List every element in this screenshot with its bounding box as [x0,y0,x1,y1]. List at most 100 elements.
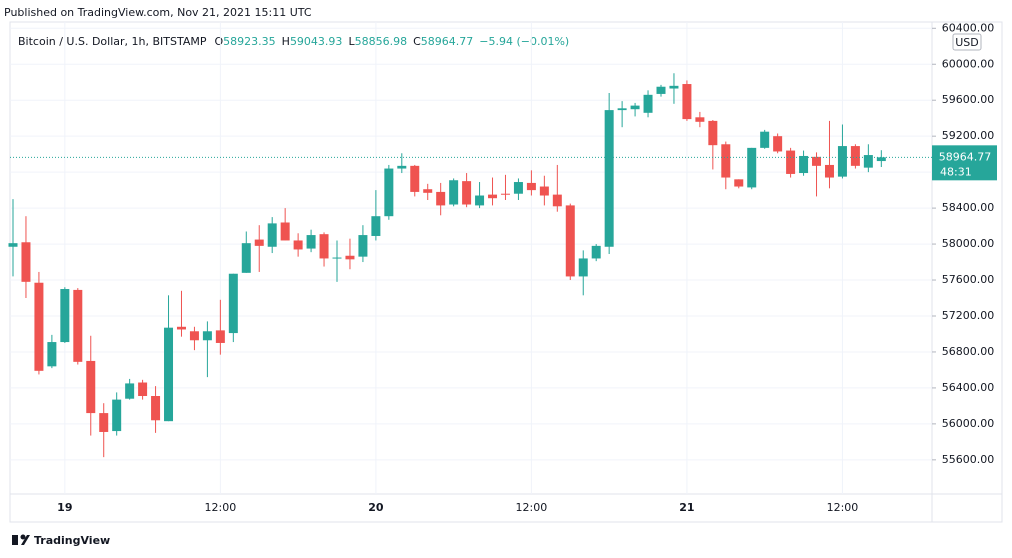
candle-body [228,273,238,334]
candle-body [760,131,770,148]
candle-body [176,326,186,330]
price-label: 58964.77 [939,150,992,163]
y-tick-label: 58400.00 [942,201,995,214]
candle-body [824,164,834,178]
chart-frame [9,21,1003,523]
candle-body [138,382,148,397]
candle-body [837,146,847,177]
candle-body [358,235,368,257]
candle-body [371,216,381,236]
chart-title: Bitcoin / U.S. Dollar, 1h, BITSTAMP O5892… [18,35,569,48]
candle-body [280,222,290,241]
candle-body [254,239,264,246]
candle-body [747,147,757,188]
candle-body [73,289,83,362]
candle-body [306,235,316,249]
candle-body [617,108,627,111]
candle-body [345,255,355,260]
countdown: 48:31 [940,165,972,178]
y-tick-label: 57600.00 [942,273,995,286]
x-tick-label: 20 [368,501,384,514]
candle-body [164,327,174,422]
ohlc-value: 59043.93 [290,35,343,48]
candle-body [384,168,394,217]
ohlc-letter: H [282,35,290,48]
x-tick-label: 21 [679,501,694,514]
y-tick-label: 56800.00 [942,345,995,358]
candle-body [215,330,225,343]
candle-body [189,331,199,341]
candle-body [8,243,18,247]
candle-body [86,360,96,414]
symbol: Bitcoin / U.S. Dollar, 1h, BITSTAMP [18,35,207,48]
candle-body [151,396,161,421]
candle-body [552,194,562,207]
candle-body [643,94,653,113]
y-tick-label: 56000.00 [942,417,995,430]
ohlc-letter: C [413,35,421,48]
y-tick-label: 56400.00 [942,381,995,394]
candle-body [526,182,536,191]
candle-body [462,181,472,205]
candle-body [241,243,251,273]
candle-body [863,155,873,168]
candle-body [293,240,303,250]
brand-icon [12,535,18,545]
x-tick-label: 12:00 [516,501,548,514]
candle-body [34,282,44,371]
ohlc-letter: O [214,35,223,48]
candle-body [565,205,575,277]
candle-body [812,156,822,166]
x-tick-label: 19 [57,501,72,514]
y-tick-label: 60400.00 [942,21,995,34]
candle-body [500,193,510,195]
candle-body [319,234,329,259]
brand-name: TradingView [34,534,110,547]
candle-body [876,157,886,162]
change: −5.94 (−0.01%) [479,35,569,48]
brand-icon [21,535,30,545]
candle-body [786,150,796,174]
ohlc-value: 58964.77 [421,35,474,48]
candle-body [669,85,679,89]
x-tick-label: 12:00 [827,501,859,514]
candle-body [47,342,57,367]
candle-body [488,194,498,199]
candle-body [60,289,70,343]
ohlc-letter: L [348,35,355,48]
y-tick-label: 55600.00 [942,453,995,466]
currency-badge [952,33,982,51]
y-tick-label: 59600.00 [942,93,995,106]
candle-body [513,182,523,194]
x-tick-label: 12:00 [205,501,237,514]
candle-body [682,84,692,120]
candle-body [99,413,109,432]
brand: TradingView [12,534,110,547]
candle-body [475,195,485,206]
candle-body [850,146,860,166]
candle-body [708,120,718,146]
price-label-box [932,145,997,181]
candle-body [410,165,420,192]
candle-body [539,186,549,196]
publish-note: Published on TradingView.com, Nov 21, 20… [4,6,312,19]
candle-body [423,189,433,193]
candle-body [721,144,731,178]
ohlc-value: 58856.98 [355,35,408,48]
candle-body [332,257,342,259]
candle-body [578,258,588,277]
candle-body [773,136,783,152]
candle-body [125,383,135,399]
ohlc-value: 58923.35 [223,35,276,48]
candle-body [799,155,809,174]
candle-body [630,105,640,110]
candle-body [656,86,666,94]
candle-body [591,245,601,259]
currency: USD [955,36,979,49]
y-tick-label: 57200.00 [942,309,995,322]
candle-body [21,242,31,282]
candle-body [267,223,277,247]
candle-body [112,399,122,432]
candle-body [604,110,614,247]
